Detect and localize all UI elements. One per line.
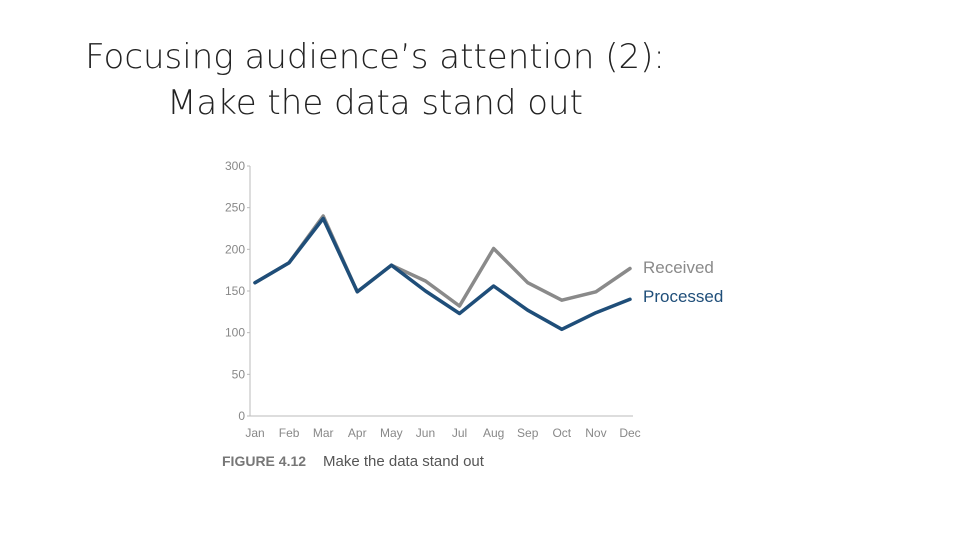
x-tick-label: Jun [416, 426, 435, 440]
x-tick-label: Aug [483, 426, 504, 440]
x-tick-label: Jul [452, 426, 467, 440]
y-tick-label: 200 [225, 242, 245, 256]
y-tick-label: 150 [225, 284, 245, 298]
legend-processed: Processed [643, 287, 723, 306]
x-tick-label: Feb [279, 426, 300, 440]
y-tick-labels: 0 50 100 150 200 250 300 [225, 159, 250, 423]
figure-number: FIGURE 4.12 [222, 453, 306, 469]
x-tick-label: Apr [348, 426, 367, 440]
y-tick-label: 0 [238, 409, 245, 423]
y-tick-label: 50 [232, 367, 246, 381]
series-line-processed [253, 216, 632, 332]
x-tick-label: Sep [517, 426, 539, 440]
legend-received: Received [643, 258, 714, 277]
series-line-received [253, 214, 632, 308]
y-tick-label: 100 [225, 326, 245, 340]
slide-title-line-2: Make the data stand out [167, 83, 583, 123]
slide-title: Focusing audience’s attention (2): Make … [0, 34, 750, 126]
x-tick-label: May [380, 426, 403, 440]
figure-caption: Make the data stand out [323, 453, 485, 470]
legend: Received Processed [643, 258, 723, 306]
y-tick-label: 300 [225, 159, 245, 173]
x-tick-label: Jan [245, 426, 264, 440]
x-tick-label: Oct [552, 426, 571, 440]
x-tick-labels: Jan Feb Mar Apr May Jun Jul Aug Sep Oct Nov Dec [245, 426, 640, 440]
x-tick-label: Mar [313, 426, 334, 440]
series-lines [253, 214, 632, 332]
slide-title-line-1: Focusing audience’s attention (2): [85, 37, 665, 77]
x-tick-label: Nov [585, 426, 606, 440]
y-tick-label: 250 [225, 201, 245, 215]
x-tick-label: Dec [619, 426, 640, 440]
